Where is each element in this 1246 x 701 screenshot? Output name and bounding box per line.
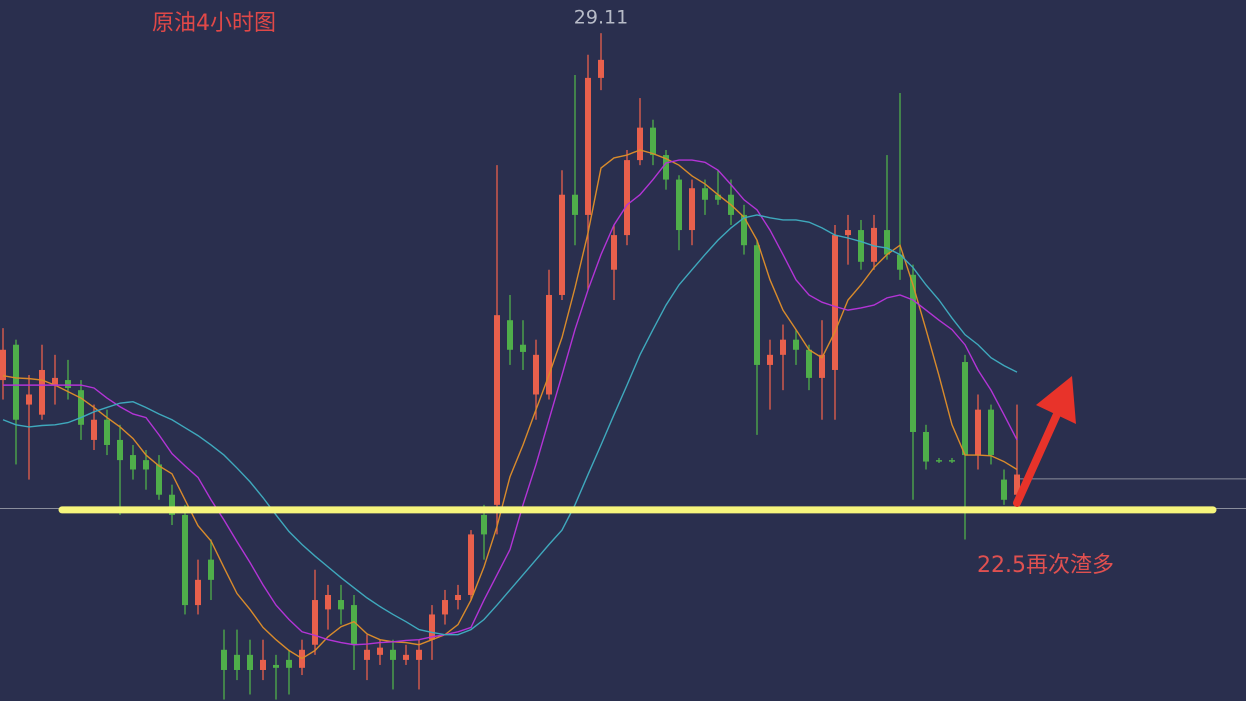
candle-body <box>663 155 669 180</box>
candle-body <box>1014 474 1020 495</box>
candle-body <box>676 179 682 231</box>
candle-body <box>325 594 331 610</box>
candle-body <box>156 464 162 495</box>
candle-body <box>247 654 253 670</box>
annotation: 22.5再次渣多 <box>977 553 1114 578</box>
candle-body <box>897 254 903 270</box>
candle-body <box>403 654 409 660</box>
candle-body <box>455 594 461 601</box>
candle-body <box>442 600 448 615</box>
candle-body <box>117 439 123 461</box>
candle-body <box>637 127 643 161</box>
candle-body <box>858 230 864 262</box>
candle-body <box>143 460 149 470</box>
moving-average <box>2 214 1018 636</box>
candle-body <box>364 649 370 660</box>
candle-body <box>312 600 318 645</box>
moving-average <box>3 159 1018 646</box>
candle-body <box>91 419 97 440</box>
candle-body <box>481 514 487 535</box>
candle-body <box>715 194 721 200</box>
candle-body <box>546 294 552 395</box>
candle-body <box>0 349 6 381</box>
arrow-shaft <box>1013 408 1062 507</box>
candle-body <box>975 409 981 456</box>
candle-body <box>390 649 396 660</box>
candle-body <box>195 579 201 606</box>
candle-body <box>429 614 435 640</box>
candle-body <box>962 362 968 456</box>
candle-body <box>416 649 422 660</box>
candle-body <box>104 419 110 445</box>
candle-body <box>923 431 929 462</box>
candle-body <box>221 649 227 670</box>
candle-body <box>871 227 877 262</box>
candle-body <box>585 77 591 215</box>
candle-body <box>351 605 357 645</box>
candle-body <box>884 230 890 255</box>
candle-body <box>65 380 71 389</box>
candle-body <box>78 390 84 425</box>
candle-body <box>377 647 383 655</box>
candle-body <box>572 194 578 215</box>
candle-body <box>520 344 526 352</box>
candle-body <box>52 377 58 386</box>
candle-body <box>702 188 708 200</box>
candle-body <box>832 235 838 370</box>
candle-body <box>533 354 539 395</box>
arrow-head <box>1036 376 1076 424</box>
candle-body <box>494 315 500 505</box>
candle-body <box>806 349 812 378</box>
candle-body <box>169 494 175 515</box>
candle-body <box>741 214 747 246</box>
candle-body <box>1001 479 1007 500</box>
candle-body <box>26 394 32 405</box>
candle-body <box>286 659 292 668</box>
candle-body <box>130 455 136 470</box>
candle-body <box>598 59 604 78</box>
candle-body <box>182 514 188 606</box>
moving-average <box>2 149 1018 660</box>
candle-body <box>559 194 565 295</box>
candle-body <box>754 245 760 365</box>
candle-body <box>780 339 786 355</box>
candle-body <box>650 127 656 156</box>
high-label: 29.11 <box>574 7 628 29</box>
candle-body <box>819 354 825 378</box>
candle-body <box>234 654 240 670</box>
candle-body <box>988 409 994 456</box>
candle-body <box>949 460 955 462</box>
candle-body <box>793 339 799 350</box>
candle-body <box>208 559 214 580</box>
candle-body <box>767 354 773 365</box>
candle-body <box>689 188 695 231</box>
plot-area <box>0 33 1246 700</box>
chart-title: 原油4小时图 <box>152 11 276 36</box>
candle-body <box>273 664 279 668</box>
candle-body <box>468 534 474 595</box>
candle-body <box>845 230 851 236</box>
candle-body <box>611 235 617 270</box>
candle-body <box>338 600 344 610</box>
candle-body <box>624 160 630 236</box>
candle-body <box>936 460 942 462</box>
candle-body <box>39 369 45 415</box>
candle-body <box>910 274 916 432</box>
candle-body <box>260 659 266 670</box>
candle-body <box>507 320 513 350</box>
candle-body <box>13 344 19 420</box>
